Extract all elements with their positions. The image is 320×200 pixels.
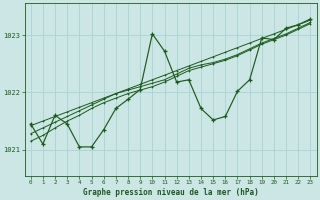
X-axis label: Graphe pression niveau de la mer (hPa): Graphe pression niveau de la mer (hPa)	[83, 188, 259, 197]
